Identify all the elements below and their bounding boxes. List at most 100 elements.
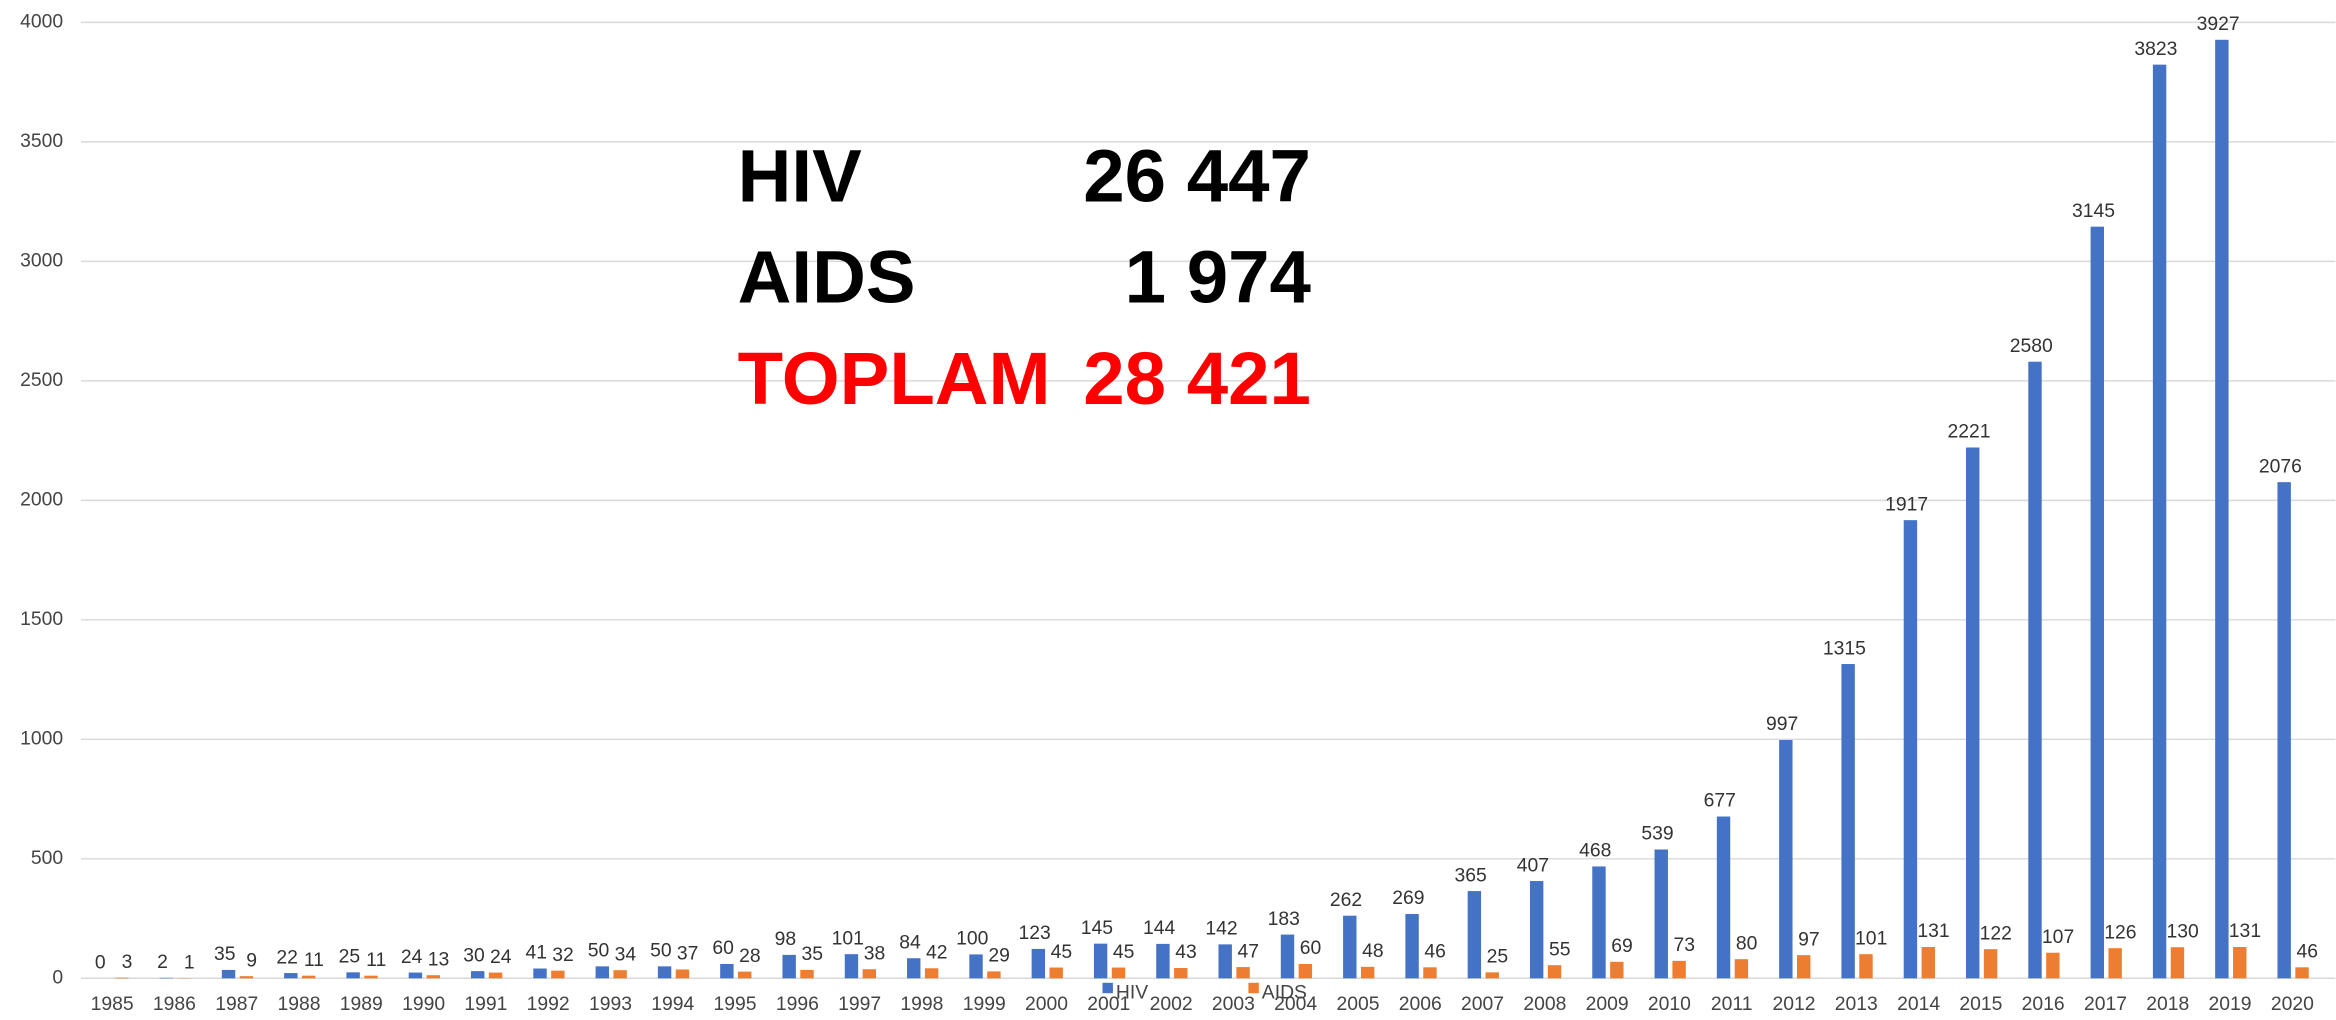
data-label: 677 [1704,790,1736,812]
x-tick-label: 1986 [153,993,196,1015]
bar [924,968,939,979]
data-label: 97 [1798,928,1820,950]
bar [221,969,236,979]
data-label: 22 [276,946,298,968]
data-label: 9 [246,949,257,971]
x-tick-label: 1987 [215,993,258,1015]
x-tick-label: 2008 [1523,993,1566,1015]
data-label: 50 [588,940,610,962]
y-tick-label: 0 [52,966,63,988]
y-tick-label: 3500 [20,130,63,152]
bar [2277,482,2291,979]
summary-label: TOPLAM [738,337,1051,420]
data-label: 144 [1143,917,1176,939]
data-label: 131 [2229,920,2261,942]
y-tick-label: 4000 [20,10,63,32]
bar [408,972,423,979]
data-label: 126 [2104,921,2136,943]
x-tick-label: 1995 [714,993,757,1015]
data-label: 2580 [2010,335,2053,357]
legend-swatch [1102,982,1113,994]
data-label: 60 [1300,937,1322,959]
data-label: 183 [1268,908,1300,930]
data-label: 25 [1487,946,1509,968]
x-tick-label: 1990 [402,993,445,1015]
x-tick-label: 1992 [527,993,570,1015]
x-tick-label: 2010 [1648,993,1691,1015]
data-label: 2076 [2259,455,2302,477]
data-label: 131 [1917,920,1949,942]
bar [1236,967,1250,979]
data-label: 262 [1330,889,1362,911]
bar [1111,967,1126,979]
data-label: 45 [1051,941,1073,963]
summary-label: HIV [738,134,862,217]
bar [1218,944,1232,979]
data-label: 24 [401,946,423,968]
data-label: 98 [775,928,797,950]
y-tick-label: 2500 [20,369,63,391]
bar [657,966,672,979]
x-tick-label: 2004 [1274,993,1317,1015]
data-label: 11 [304,949,324,971]
legend-label: HIV [1116,981,1148,1003]
x-tick-label: 1998 [900,993,943,1015]
bar [1049,967,1063,979]
data-label: 468 [1579,840,1611,862]
bar [2028,361,2042,979]
x-tick-label: 2012 [1772,993,1815,1015]
bar [800,969,814,979]
x-tick-label: 2019 [2209,993,2252,1015]
bar [1610,961,1624,979]
bar [115,977,129,979]
bar [720,963,734,979]
bar [862,969,877,979]
data-label: 365 [1455,864,1487,886]
x-tick-label: 1996 [776,993,819,1015]
bar [844,954,859,979]
x-tick-label: 1989 [340,993,383,1015]
x-tick-label: 2000 [1025,993,1068,1015]
bar [551,970,565,979]
x-tick-label: 2001 [1087,993,1130,1015]
x-tick-label: 2020 [2271,993,2314,1015]
bar [675,969,690,979]
data-label: 38 [864,942,886,964]
bar [1174,968,1188,979]
x-tick-label: 1991 [464,993,507,1015]
data-label: 28 [739,945,761,967]
bar [488,972,503,979]
bar [1983,949,1998,979]
data-label: 73 [1674,934,1696,956]
data-label: 46 [2296,941,2318,963]
data-label: 101 [832,927,864,949]
x-tick-label: 2013 [1835,993,1878,1015]
data-label: 48 [1362,940,1384,962]
bar [1734,959,1749,979]
summary-label: AIDS [738,236,916,319]
y-tick-label: 3000 [20,249,63,271]
bar [533,968,547,979]
x-tick-label: 2018 [2146,993,2189,1015]
bar [1921,946,1935,979]
data-label: 35 [214,943,236,965]
data-label: 24 [490,946,512,968]
x-tick-label: 2009 [1586,993,1629,1015]
summary-value: 28 421 [1083,337,1311,420]
bar [301,975,316,979]
bar [2090,226,2104,979]
bar [1903,520,1918,979]
x-tick-label: 2014 [1897,993,1940,1015]
bar [426,975,440,979]
bar [1672,960,1686,979]
data-label: 47 [1238,940,1260,962]
data-label: 107 [2042,926,2074,948]
bar [2046,952,2060,979]
bar [1841,664,1855,979]
x-tick-label: 1994 [651,993,694,1015]
bar [1360,966,1375,979]
bar [1529,881,1544,979]
bar [782,954,796,979]
bar [1485,972,1499,979]
